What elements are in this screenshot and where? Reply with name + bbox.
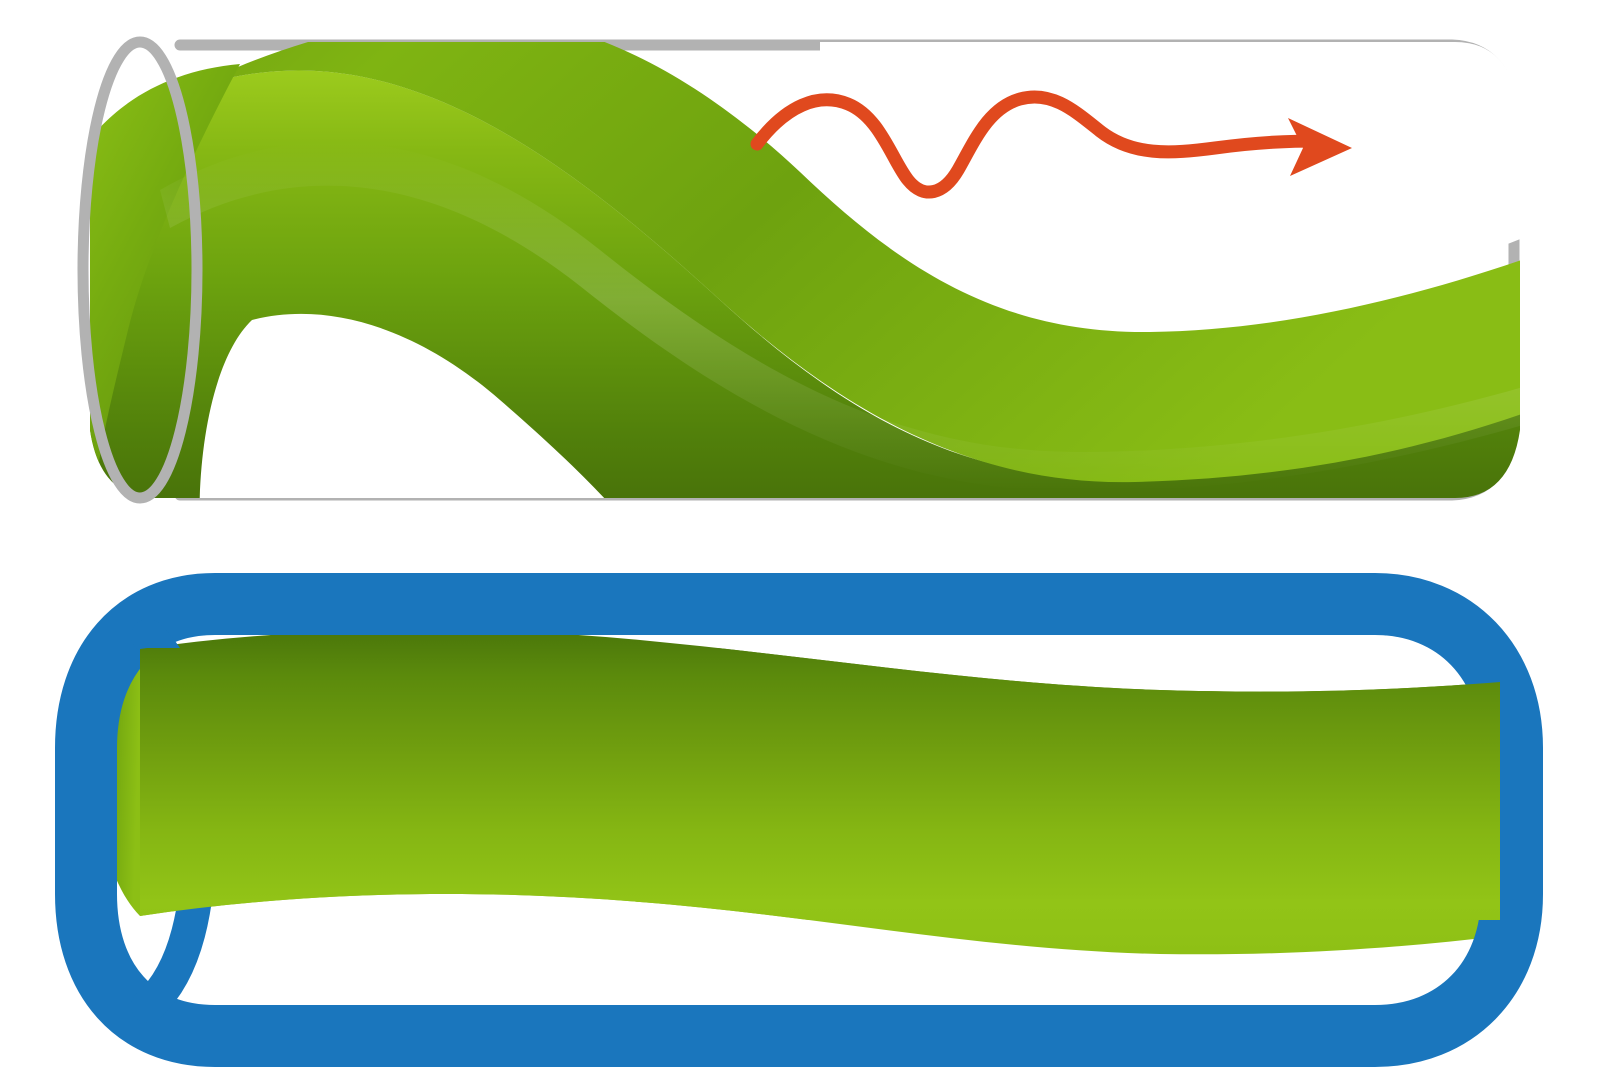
ribbon-sheen [160, 142, 1520, 492]
blue-tube-outline [55, 573, 1543, 1067]
bottom-panel-svg: straightened / confined flagellum [55, 573, 1543, 1067]
orange-wave-arrow [750, 90, 1352, 199]
top-panel-svg: helical / supercoiled flagellum [77, 36, 1520, 504]
top-panel: helical / supercoiled flagellum [77, 36, 1520, 504]
ribbon-left-notch [199, 314, 640, 498]
wave-arrow-head [1288, 118, 1352, 176]
ribbon-right-gap [820, 42, 1520, 306]
wave-arrow-shaft [750, 90, 1327, 199]
green-helical-ribbon [90, 42, 1520, 498]
ribbon-left-flare [90, 64, 240, 486]
bottom-panel: straightened / confined flagellum [0, 544, 1600, 1088]
ribbon-upper-sweep [90, 42, 1520, 483]
gray-cylinder-left-cap [77, 36, 203, 504]
cylinder-body-overlay [140, 648, 1500, 920]
cylinder-visible-through-tube [140, 648, 1500, 920]
